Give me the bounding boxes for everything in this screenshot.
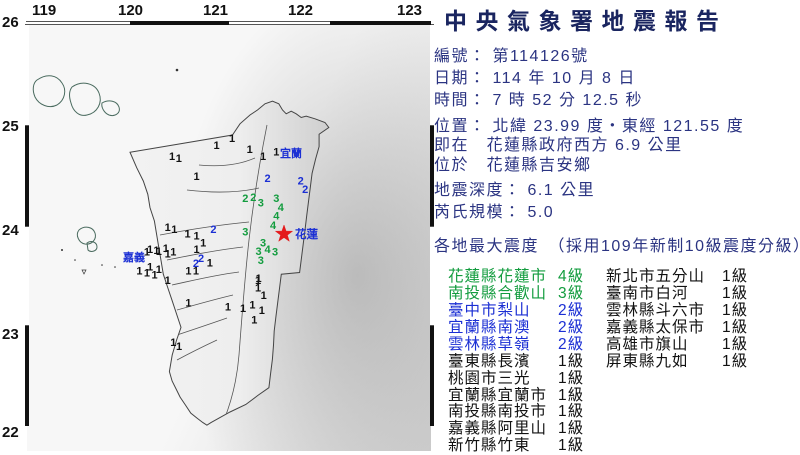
- svg-text:4: 4: [264, 244, 271, 256]
- svg-text:嘉義: 嘉義: [122, 250, 145, 264]
- svg-text:1: 1: [225, 301, 231, 313]
- svg-text:2: 2: [242, 193, 248, 205]
- svg-text:3: 3: [272, 247, 278, 259]
- svg-text:2: 2: [250, 192, 256, 204]
- svg-text:1: 1: [151, 269, 157, 281]
- svg-text:1: 1: [185, 298, 191, 310]
- svg-text:1: 1: [247, 144, 253, 156]
- svg-text:1: 1: [170, 247, 176, 259]
- svg-text:1: 1: [144, 247, 150, 259]
- svg-text:2: 2: [264, 173, 270, 185]
- svg-text:1: 1: [153, 245, 159, 257]
- svg-text:1: 1: [193, 266, 199, 278]
- svg-text:1: 1: [176, 341, 182, 353]
- svg-text:1: 1: [273, 146, 279, 158]
- svg-text:1: 1: [249, 299, 255, 311]
- svg-text:1: 1: [259, 305, 265, 317]
- svg-text:1: 1: [200, 237, 206, 249]
- svg-text:1: 1: [193, 171, 199, 183]
- svg-text:3: 3: [258, 197, 264, 209]
- svg-text:1: 1: [165, 222, 171, 234]
- svg-text:1: 1: [136, 266, 142, 278]
- svg-text:1: 1: [185, 229, 191, 241]
- svg-text:1: 1: [165, 275, 171, 287]
- svg-text:1: 1: [193, 231, 199, 243]
- svg-text:3: 3: [242, 226, 248, 238]
- svg-text:1: 1: [251, 315, 257, 327]
- svg-text:1: 1: [207, 257, 213, 269]
- svg-text:3: 3: [258, 255, 264, 267]
- svg-text:1: 1: [229, 133, 235, 145]
- svg-text:1: 1: [240, 303, 246, 315]
- svg-text:花蓮: 花蓮: [295, 227, 318, 241]
- svg-text:1: 1: [185, 266, 191, 278]
- svg-text:1: 1: [169, 151, 175, 163]
- svg-text:1: 1: [260, 151, 266, 163]
- svg-text:1: 1: [213, 140, 219, 152]
- svg-text:2: 2: [210, 224, 216, 236]
- svg-text:宜蘭: 宜蘭: [280, 146, 302, 160]
- svg-text:1: 1: [171, 224, 177, 236]
- svg-text:4: 4: [270, 220, 277, 232]
- svg-text:1: 1: [176, 153, 182, 165]
- svg-text:2: 2: [302, 184, 308, 196]
- svg-text:1: 1: [261, 290, 267, 302]
- svg-text:1: 1: [144, 267, 150, 279]
- svg-text:1: 1: [163, 243, 169, 255]
